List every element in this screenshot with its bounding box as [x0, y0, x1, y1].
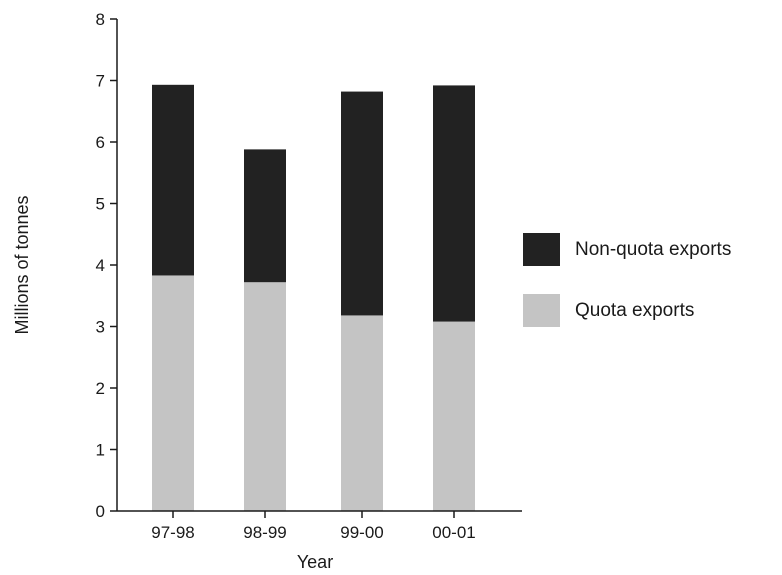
y-axis-title: Millions of tonnes	[12, 195, 32, 334]
y-tick-label: 7	[96, 72, 105, 91]
legend-label-non-quota-exports: Non-quota exports	[575, 239, 731, 260]
y-tick-label: 6	[96, 133, 105, 152]
legend-swatch-non-quota-exports	[523, 233, 560, 266]
y-tick-label: 3	[96, 318, 105, 337]
y-tick-label: 5	[96, 195, 105, 214]
bar-non-quota-exports-98-99	[244, 149, 286, 283]
bar-quota-exports-99-00	[341, 315, 383, 511]
y-tick-label: 0	[96, 502, 105, 521]
x-tick-label: 98-99	[243, 523, 286, 542]
legend-label-quota-exports: Quota exports	[575, 300, 694, 321]
bars-group	[152, 84, 475, 511]
bar-non-quota-exports-99-00	[341, 91, 383, 316]
x-ticks-group: 97-98 98-99 99-00 00-01	[151, 511, 476, 542]
y-ticks-group: 0 1 2 3 4 5 6 7 8	[96, 10, 117, 521]
bar-non-quota-exports-97-98	[152, 84, 194, 276]
x-tick-label: 00-01	[432, 523, 475, 542]
y-tick-label: 8	[96, 10, 105, 29]
x-axis-title: Year	[297, 552, 333, 572]
y-tick-label: 2	[96, 379, 105, 398]
y-tick-label: 1	[96, 441, 105, 460]
bar-quota-exports-98-99	[244, 282, 286, 511]
y-tick-label: 4	[96, 256, 105, 275]
x-tick-label: 99-00	[340, 523, 383, 542]
bar-quota-exports-00-01	[433, 321, 475, 511]
bar-non-quota-exports-00-01	[433, 85, 475, 322]
legend: Non-quota exports Quota exports	[523, 233, 731, 327]
x-tick-label: 97-98	[151, 523, 194, 542]
legend-swatch-quota-exports	[523, 294, 560, 327]
bar-quota-exports-97-98	[152, 275, 194, 511]
